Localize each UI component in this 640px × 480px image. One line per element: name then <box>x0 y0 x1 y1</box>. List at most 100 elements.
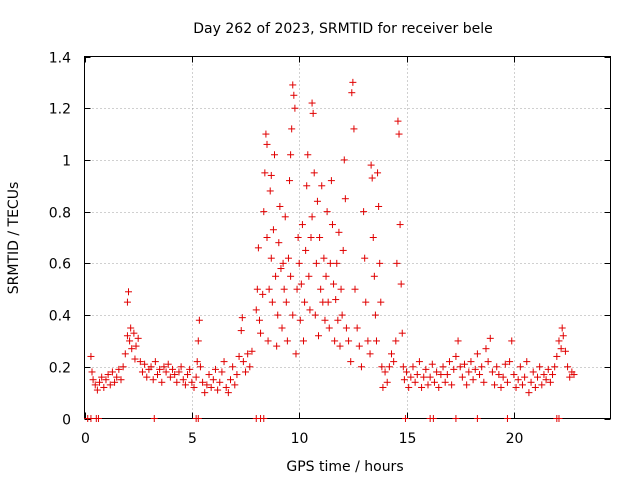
data-point <box>290 91 298 99</box>
data-point <box>437 371 445 379</box>
data-point <box>141 360 149 368</box>
data-point <box>566 373 574 381</box>
data-point <box>127 324 135 332</box>
data-point <box>439 363 447 371</box>
data-point <box>293 285 301 293</box>
data-point <box>310 169 318 177</box>
data-point <box>418 383 426 391</box>
data-point <box>390 358 398 366</box>
data-point <box>388 350 396 358</box>
data-point <box>93 386 101 394</box>
data-point <box>491 381 499 389</box>
data-point <box>312 259 320 267</box>
data-point <box>546 378 554 386</box>
data-point <box>261 169 269 177</box>
data-point <box>188 378 196 386</box>
data-point <box>268 298 276 306</box>
data-point <box>201 389 209 397</box>
data-point <box>88 368 96 376</box>
data-point <box>177 363 185 371</box>
data-point <box>318 182 326 190</box>
data-point <box>450 365 458 373</box>
data-point <box>415 358 423 366</box>
data-point <box>332 296 340 304</box>
data-point <box>422 365 430 373</box>
data-point <box>305 272 313 280</box>
data-point <box>463 381 471 389</box>
data-point <box>260 415 268 422</box>
data-point <box>130 329 138 337</box>
data-point <box>542 376 550 384</box>
data-point <box>259 290 267 298</box>
data-point <box>306 306 314 314</box>
x-tick-label: 0 <box>81 431 90 447</box>
data-point <box>299 337 307 345</box>
data-point <box>111 378 119 386</box>
data-point <box>283 337 291 345</box>
data-point <box>193 358 201 366</box>
data-point <box>473 415 481 422</box>
data-point <box>557 345 565 353</box>
data-point <box>125 288 133 296</box>
y-tick-label: 0.6 <box>49 257 71 273</box>
data-point <box>203 381 211 389</box>
data-point <box>271 151 279 159</box>
data-point <box>158 378 166 386</box>
data-point <box>411 378 419 386</box>
data-point <box>257 329 265 337</box>
data-point <box>160 363 168 371</box>
data-point <box>397 280 405 288</box>
data-point <box>456 363 464 371</box>
data-point <box>349 78 357 86</box>
data-point <box>131 355 139 363</box>
data-point <box>337 285 345 293</box>
data-point <box>209 376 217 384</box>
data-point <box>287 151 295 159</box>
data-point <box>216 378 224 386</box>
data-point <box>313 197 321 205</box>
data-point <box>108 368 116 376</box>
data-point <box>471 365 479 373</box>
data-point <box>272 272 280 280</box>
data-point <box>503 415 511 422</box>
data-point <box>376 259 384 267</box>
data-point <box>102 376 110 384</box>
data-point <box>275 239 283 247</box>
y-tick-label: 1 <box>62 154 71 170</box>
data-point <box>262 130 270 138</box>
data-point <box>540 371 548 379</box>
data-point <box>529 368 537 376</box>
data-point <box>403 368 411 376</box>
data-point <box>321 316 329 324</box>
data-point <box>100 383 108 391</box>
data-point <box>280 285 288 293</box>
data-point <box>248 347 256 355</box>
data-point <box>238 314 246 322</box>
data-point <box>266 187 274 195</box>
data-point <box>497 383 505 391</box>
data-point <box>220 358 228 366</box>
data-point <box>362 298 370 306</box>
data-point <box>482 345 490 353</box>
plot-frame <box>84 56 611 419</box>
data-point <box>331 337 339 345</box>
data-point <box>371 311 379 319</box>
data-point <box>493 363 501 371</box>
data-point <box>393 259 401 267</box>
data-point <box>277 265 285 273</box>
data-point <box>454 337 462 345</box>
data-point <box>333 259 341 267</box>
data-point <box>435 383 443 391</box>
data-point <box>143 373 151 381</box>
data-point <box>205 371 213 379</box>
data-point <box>428 360 436 368</box>
data-point <box>199 378 207 386</box>
data-point <box>452 352 460 360</box>
data-point <box>555 415 563 422</box>
data-point <box>347 358 355 366</box>
data-point <box>190 383 198 391</box>
data-point <box>98 373 106 381</box>
data-point <box>327 177 335 185</box>
data-point <box>335 228 343 236</box>
data-point <box>307 234 315 241</box>
